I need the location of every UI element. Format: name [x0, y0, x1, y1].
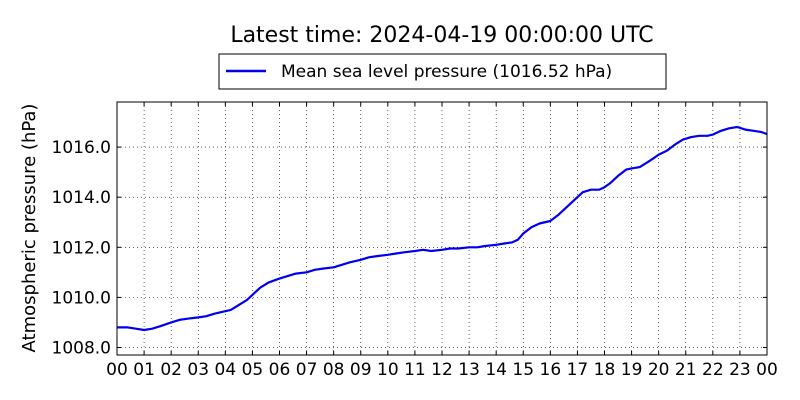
y-tick-label: 1014.0	[52, 188, 111, 208]
x-tick-label: 06	[269, 360, 291, 380]
axis-ticks	[116, 102, 768, 355]
grid	[117, 102, 767, 355]
x-tick-label: 13	[458, 360, 480, 380]
x-tick-label: 21	[675, 360, 697, 380]
chart-title: Latest time: 2024-04-19 00:00:00 UTC	[230, 23, 653, 48]
x-tick-label: 22	[702, 360, 724, 380]
x-tick-label: 07	[296, 360, 318, 380]
y-tick-label: 1008.0	[52, 338, 111, 358]
x-tick-label: 18	[594, 360, 616, 380]
x-tick-label: 15	[512, 360, 534, 380]
x-tick-label: 14	[485, 360, 507, 380]
x-tick-label: 16	[540, 360, 562, 380]
y-axis-labels: 1008.0 1010.0 1012.0 1014.0 1016.0	[52, 138, 111, 358]
legend: Mean sea level pressure (1016.52 hPa)	[218, 53, 667, 90]
x-tick-label: 00	[106, 360, 128, 380]
x-tick-label: 12	[431, 360, 453, 380]
x-tick-label: 10	[377, 360, 399, 380]
x-tick-label: 11	[404, 360, 426, 380]
x-tick-label: 03	[187, 360, 209, 380]
series-line-mean-sea-level-pressure	[117, 125, 768, 332]
x-tick-label: 23	[729, 360, 751, 380]
x-tick-label: 04	[215, 360, 237, 380]
legend-label: Mean sea level pressure (1016.52 hPa)	[281, 62, 612, 82]
x-axis-labels: 00 01 02 03 04 05 06 07 08 09 10 11 12 13 14 15 16 17 18 19…	[106, 360, 778, 380]
x-tick-label: 17	[567, 360, 589, 380]
plot-area-frame	[116, 101, 768, 356]
y-axis-title: Atmospheric pressure (hPa)	[19, 104, 40, 353]
x-tick-label: 08	[323, 360, 345, 380]
x-tick-label: 01	[133, 360, 155, 380]
y-tick-label: 1010.0	[52, 288, 111, 308]
x-tick-label: 00	[756, 360, 778, 380]
x-tick-label: 05	[242, 360, 264, 380]
x-tick-label: 20	[648, 360, 670, 380]
x-tick-label: 02	[160, 360, 182, 380]
x-tick-label: 09	[350, 360, 372, 380]
y-tick-label: 1016.0	[52, 138, 111, 158]
y-tick-label: 1012.0	[52, 238, 111, 258]
x-tick-label: 19	[621, 360, 643, 380]
legend-box	[218, 53, 667, 90]
